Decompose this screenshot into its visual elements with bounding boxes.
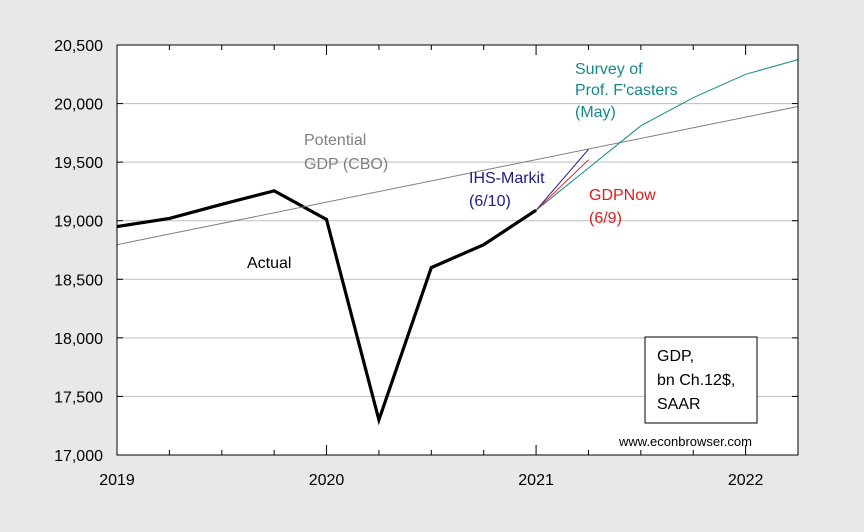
x-tick-label: 2021 <box>518 472 554 489</box>
y-tick-label: 20,500 <box>54 38 103 55</box>
y-tick-label: 18,500 <box>54 272 103 289</box>
potential-label-line2: GDP (CBO) <box>304 156 388 173</box>
y-tick-label: 17,000 <box>54 448 103 465</box>
x-tick-label: 2020 <box>309 472 345 489</box>
gdpnow-label-line2: (6/9) <box>589 210 622 227</box>
units-line3: SAAR <box>657 396 701 413</box>
spf-label-line3: (May) <box>575 104 616 121</box>
ihs-label-line1: IHS-Markit <box>469 170 545 187</box>
gridlines <box>117 103 798 397</box>
units-line1: GDP, <box>657 348 694 365</box>
gdpnow-line <box>535 159 589 211</box>
y-tick-label: 19,500 <box>54 155 103 172</box>
y-tick-label: 20,000 <box>54 97 103 114</box>
x-tick-label: 2019 <box>99 472 135 489</box>
actual-line <box>116 189 537 426</box>
x-tick-label: 2022 <box>728 472 764 489</box>
y-tick-label: 18,000 <box>54 331 103 348</box>
actual-label: Actual <box>247 255 291 272</box>
potential-gdp-line <box>116 106 799 246</box>
series-layer <box>116 59 799 426</box>
x-axis: 2019 2020 2021 2022 <box>99 45 799 489</box>
credit-text: www.econbrowser.com <box>618 434 752 449</box>
potential-label-line1: Potential <box>304 132 366 149</box>
ihs-label-line2: (6/10) <box>469 193 511 210</box>
y-tick-label: 17,500 <box>54 389 103 406</box>
spf-forecast-line <box>535 59 799 211</box>
units-box <box>644 336 758 424</box>
y-tick-label: 19,000 <box>54 214 103 231</box>
y-axis: 17,000 17,500 18,000 18,500 19,000 19,500 20,0… <box>54 38 798 465</box>
ihs-markit-line <box>535 148 589 211</box>
gdpnow-label-line1: GDPNow <box>589 187 656 204</box>
units-line2: bn Ch.12$, <box>657 372 735 389</box>
spf-label-line2: Prof. F'casters <box>575 82 678 99</box>
plot-frame <box>116 44 799 456</box>
spf-label-line1: Survey of <box>575 61 643 78</box>
